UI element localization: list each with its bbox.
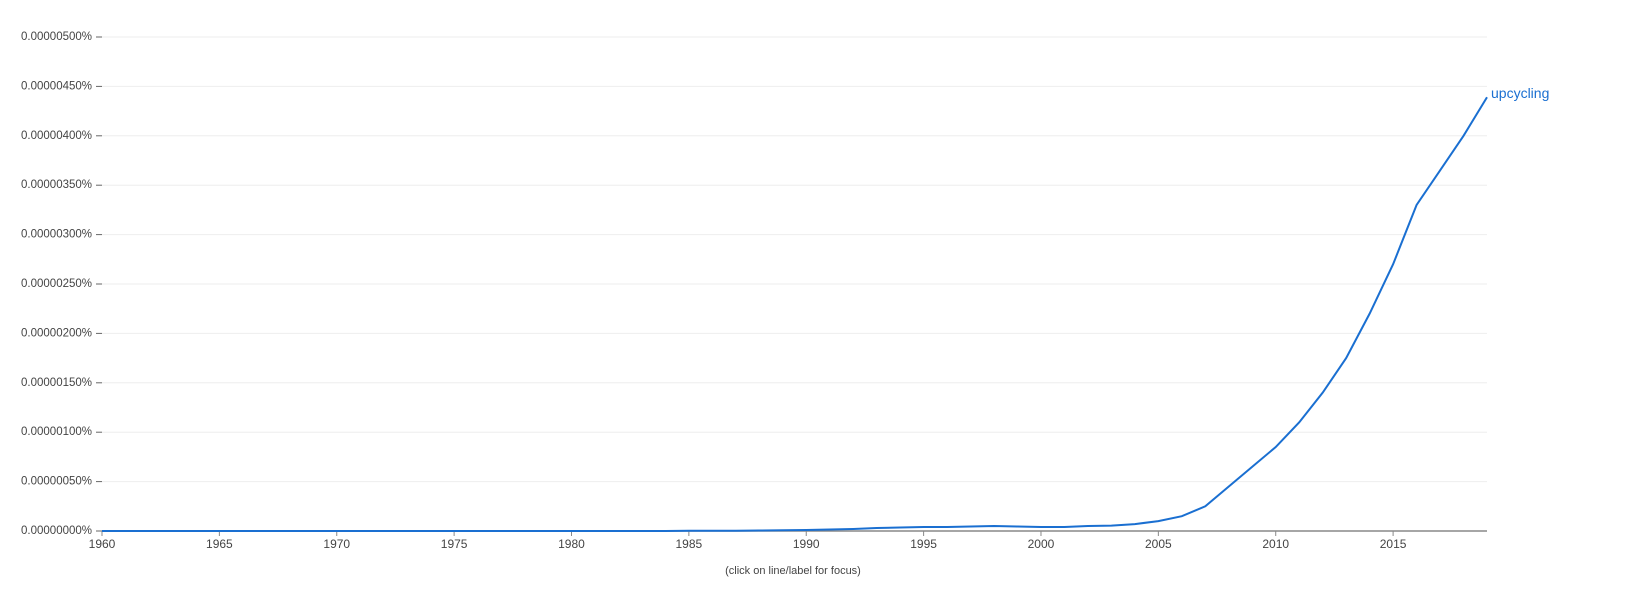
- x-tick-label: 1995: [910, 537, 937, 551]
- y-tick-label: 0.00000450%: [21, 80, 92, 92]
- x-tick-label: 1975: [441, 537, 468, 551]
- x-tick-label: 2000: [1028, 537, 1055, 551]
- x-tick-label: 2010: [1262, 537, 1289, 551]
- x-tick-label: 1980: [558, 537, 585, 551]
- x-tick-label: 1985: [676, 537, 703, 551]
- series-label[interactable]: upcycling: [1491, 85, 1549, 101]
- series-line[interactable]: [102, 96, 1488, 532]
- x-tick-label: 1965: [206, 537, 233, 551]
- y-tick-label: 0.00000050%: [21, 476, 92, 488]
- x-tick-label: 2015: [1380, 537, 1407, 551]
- y-tick-label: 0.00000150%: [21, 377, 92, 389]
- x-tick-label: 1970: [323, 537, 350, 551]
- y-tick-label: 0.00000400%: [21, 130, 92, 142]
- y-tick-label: 0.00000300%: [21, 229, 92, 241]
- x-tick-label: 1990: [793, 537, 820, 551]
- y-tick-label: 0.00000000%: [21, 525, 92, 537]
- y-tick-label: 0.00000100%: [21, 426, 92, 438]
- x-tick-label: 2005: [1145, 537, 1172, 551]
- y-tick-label: 0.00000500%: [21, 31, 92, 43]
- annotation: (click on line/label for focus): [725, 565, 861, 577]
- x-tick-label: 1960: [89, 537, 116, 551]
- y-tick-label: 0.00000250%: [21, 278, 92, 290]
- y-tick-label: 0.00000350%: [21, 179, 92, 191]
- y-tick-label: 0.00000200%: [21, 327, 92, 339]
